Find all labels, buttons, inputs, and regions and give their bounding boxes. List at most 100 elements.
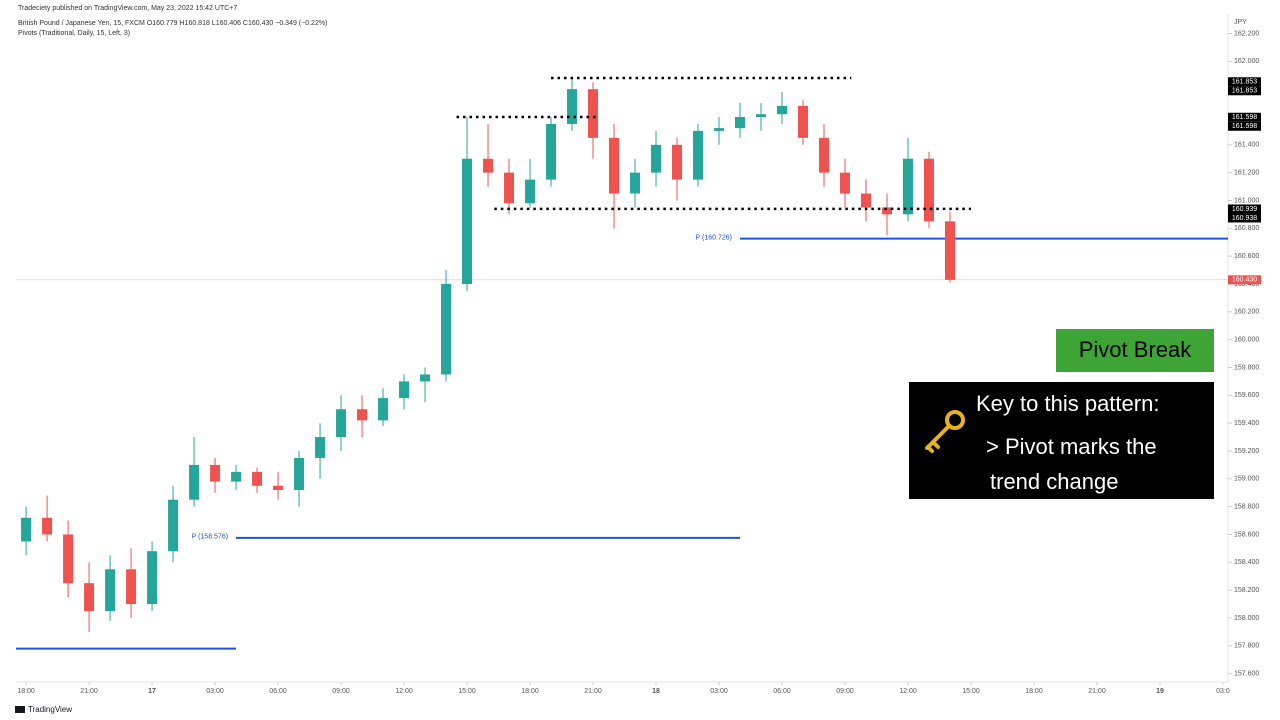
candle-body [147,551,158,605]
candle-body [504,172,515,204]
candle-body [923,158,934,222]
candle-body [273,485,284,490]
price-tag-label: 160.938 [1232,215,1257,222]
y-tick-label: 158.800 [1234,503,1259,510]
candle-body [378,398,389,421]
candle-body [672,144,683,180]
candle-body [839,172,850,194]
candle-body [252,471,263,486]
x-tick-label: 03:0 [1216,688,1230,695]
x-tick-label: 06:00 [773,688,791,695]
candle-body [84,583,95,612]
y-tick-label: 158.400 [1234,559,1259,566]
x-tick-label: 21:00 [80,688,98,695]
candle-body [168,499,179,552]
candle-body [462,158,473,284]
badge-box [1056,329,1214,372]
y-tick-label: 158.600 [1234,531,1259,538]
candle-body [609,137,620,194]
key-line: > Pivot marks the [986,434,1157,459]
key-line: trend change [990,469,1118,494]
candle-body [441,283,452,375]
y-tick-label: 161.200 [1234,169,1259,176]
y-tick-label: 162.200 [1234,30,1259,37]
y-tick-label: 160.400 [1234,281,1259,288]
candle-body [819,137,829,173]
price-tag-label: 161.853 [1232,88,1257,95]
candle-body [714,128,725,131]
price-tag-label: 161.598 [1232,114,1257,121]
y-tick-label: 159.200 [1234,448,1259,455]
candle-body [525,179,536,204]
candle-body [588,89,599,138]
key-icon [925,410,965,453]
pivot-label: P (158.576) [192,534,228,541]
y-tick-label: 162.000 [1234,58,1259,65]
price-tag [1228,77,1261,87]
candle-body [944,221,955,280]
candle-body [651,144,662,173]
price-tag-label: 160.939 [1232,206,1257,213]
x-tick-label: 17 [148,688,156,695]
candle-body [483,158,494,173]
y-tick-label: 157.800 [1234,643,1259,650]
price-tag-label: 161.853 [1232,79,1257,86]
candle-body [210,464,221,482]
y-tick-label: 159.400 [1234,420,1259,427]
x-tick-label: 12:00 [899,688,917,695]
header-line: Tradeciety published on TradingView.com,… [18,5,237,12]
y-tick-label: 159.800 [1234,364,1259,371]
badge-text: Pivot Break [1079,337,1192,362]
x-tick-label: 06:00 [269,688,287,695]
y-tick-label: 161.400 [1234,142,1259,149]
candle-body [336,409,347,438]
x-tick-label: 18:00 [521,688,539,695]
x-tick-label: 21:00 [584,688,602,695]
y-tick-label: 158.000 [1234,615,1259,622]
key-box [909,382,1214,499]
candle-body [798,105,809,138]
candle-body [630,172,641,194]
x-tick-label: 12:00 [395,688,413,695]
y-tick-label: 159.600 [1234,392,1259,399]
candle-body [420,374,431,382]
candle-body [357,409,368,421]
x-tick-label: 09:00 [836,688,854,695]
candle-body [399,381,410,399]
candle-body [42,517,53,535]
price-tag [1228,213,1261,223]
candle-body [105,569,116,612]
candle-body [860,193,871,208]
key-title: Key to this pattern: [976,391,1159,416]
candle-body [315,437,326,458]
candle-body [231,471,242,482]
x-tick-label: 18:00 [1025,688,1043,695]
x-tick-label: 18 [652,688,660,695]
x-tick-label: 21:00 [1088,688,1106,695]
header-line: Pivots (Traditional, Daily, 15, Left, 3) [18,30,130,37]
plot-area: 157.600 157.800 158.000 158.200 158.400 158.6… [16,30,1259,695]
price-tag-label: 160.430 [1232,277,1257,284]
price-tag [1228,86,1261,96]
candle-body [546,123,557,180]
candle-body [567,89,578,124]
candle-body [21,517,32,542]
x-tick-label: 03:00 [710,688,728,695]
x-tick-label: 03:00 [206,688,224,695]
x-tick-label: 18:00 [17,688,35,695]
pivot-label: P (160.726) [696,234,732,241]
y-tick-label: 160.600 [1234,253,1259,260]
candle-body [63,534,74,584]
candle-body [294,457,305,490]
candle-body [735,116,746,129]
candle-body [693,130,704,180]
footer-logo: TradingView [15,705,72,714]
price-tag [1228,112,1261,122]
y-tick-label: 158.200 [1234,587,1259,594]
price-tag [1228,275,1261,285]
candle-body [126,569,137,605]
header-line: British Pound / Japanese Yen, 15, FXCM O… [18,20,327,27]
candle-body [756,114,767,117]
